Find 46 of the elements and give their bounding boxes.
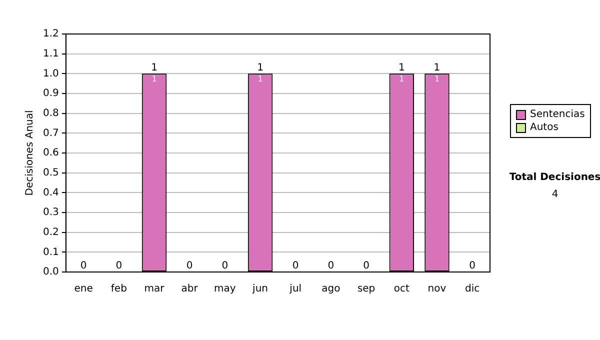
y-tick-label: 0.5 bbox=[42, 167, 59, 178]
y-tick-label: 0.8 bbox=[42, 108, 59, 119]
data-label: 1 bbox=[152, 74, 157, 84]
x-tick-label: abr bbox=[181, 284, 199, 295]
data-label: 1 bbox=[399, 74, 404, 84]
total-label: 1 bbox=[151, 62, 158, 74]
x-tick-label: jul bbox=[288, 284, 302, 295]
legend-label: Autos bbox=[530, 121, 558, 134]
x-tick-label: ago bbox=[322, 284, 340, 295]
text: Total Decisiones bbox=[508, 172, 600, 183]
y-tick-label: 0.3 bbox=[42, 207, 59, 218]
x-tick-label: nov bbox=[428, 284, 446, 295]
total-label: 0 bbox=[292, 260, 299, 272]
y-tick-label: 1.1 bbox=[42, 48, 59, 60]
text: 4 bbox=[550, 189, 560, 200]
y-tick-label: 0.4 bbox=[42, 187, 59, 198]
total-label: 1 bbox=[398, 62, 405, 74]
x-tick-label: may bbox=[214, 284, 236, 295]
x-tick-label: ene bbox=[74, 284, 93, 295]
x-tick-label: jun bbox=[252, 284, 268, 295]
total-label: 0 bbox=[186, 260, 193, 272]
y-tick-label: 0.0 bbox=[42, 266, 59, 278]
total-label: 0 bbox=[222, 260, 228, 272]
total-label: 0 bbox=[116, 260, 122, 272]
total-label: 0 bbox=[469, 260, 476, 272]
x-tick-label: sep bbox=[357, 284, 376, 295]
total-label: 0 bbox=[80, 260, 87, 272]
data-label: 1 bbox=[434, 74, 440, 84]
x-tick-label: oct bbox=[394, 284, 410, 295]
y-tick-label: 0.2 bbox=[42, 226, 59, 238]
x-tick-label: mar bbox=[144, 284, 166, 295]
y-axis-title: Decisiones Anual bbox=[24, 110, 36, 196]
x-tick-label: dic bbox=[465, 284, 480, 295]
x-tick-label: feb bbox=[110, 284, 127, 295]
total-label: 1 bbox=[434, 62, 440, 74]
y-tick-label: 1.2 bbox=[42, 28, 59, 40]
total-label: 0 bbox=[363, 260, 370, 272]
legend-label: Sentencias bbox=[530, 108, 585, 121]
total-label: 1 bbox=[257, 62, 264, 74]
y-tick-label: 0.1 bbox=[42, 246, 59, 258]
total-label: 0 bbox=[328, 260, 334, 272]
data-label: 1 bbox=[258, 74, 263, 84]
y-tick-label: 0.6 bbox=[42, 148, 59, 159]
y-tick-label: 0.7 bbox=[42, 128, 59, 139]
y-tick-label: 0.9 bbox=[42, 88, 59, 100]
y-tick-label: 1.0 bbox=[42, 68, 59, 80]
